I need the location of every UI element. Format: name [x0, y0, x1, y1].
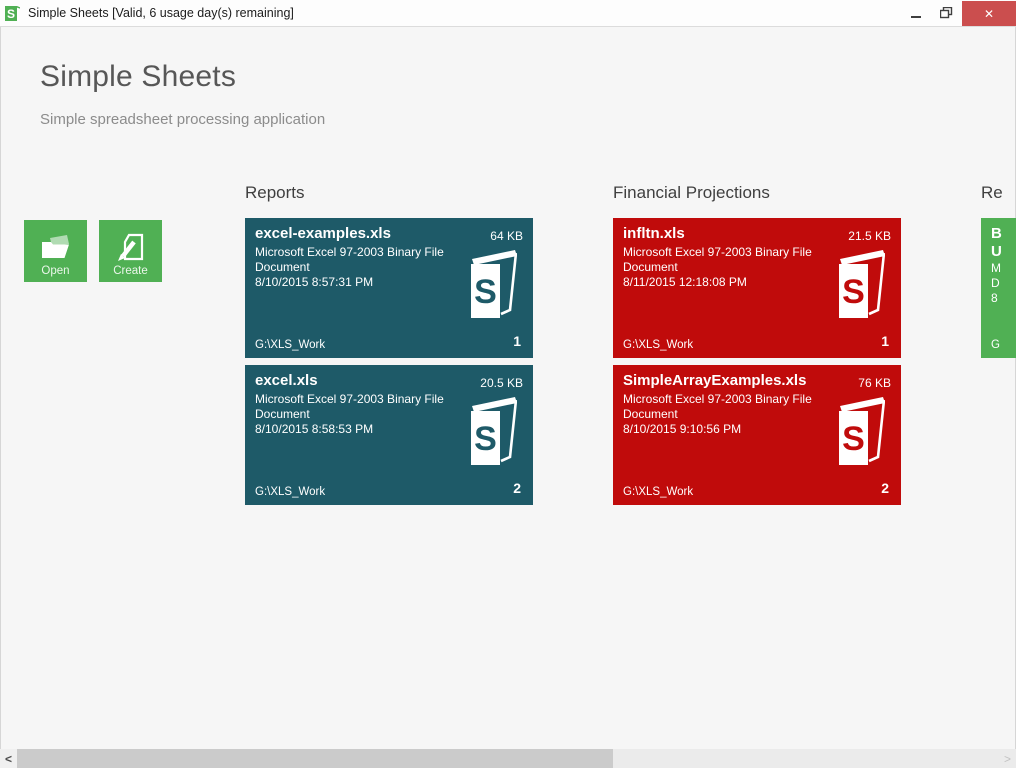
- create-document-icon: [117, 233, 143, 261]
- file-type-line1: Microsoft Excel 97-2003 Binary File: [255, 392, 444, 406]
- file-tile-excel[interactable]: excel.xls 20.5 KB Microsoft Excel 97-200…: [245, 365, 533, 505]
- create-button-label: Create: [113, 265, 148, 277]
- page-title: Simple Sheets: [40, 60, 237, 93]
- file-index: 1: [513, 333, 521, 349]
- minimize-button[interactable]: [900, 0, 931, 26]
- svg-text:S: S: [7, 7, 15, 21]
- window-controls: ✕: [900, 0, 1016, 26]
- file-name-line2: U: [991, 243, 1002, 260]
- file-modified: 8/10/2015 9:10:56 PM: [623, 422, 742, 436]
- close-button[interactable]: ✕: [962, 1, 1016, 26]
- file-type-line1: Microsoft Excel 97-2003 Binary File: [623, 245, 812, 259]
- scrollbar-thumb[interactable]: [17, 749, 613, 768]
- file-size: 21.5 KB: [848, 229, 891, 243]
- file-path: G:\XLS_Work: [255, 339, 326, 351]
- file-index: 1: [881, 333, 889, 349]
- column-header: Financial Projections: [613, 183, 770, 202]
- scroll-left-button[interactable]: <: [0, 749, 17, 768]
- page-subtitle: Simple spreadsheet processing applicatio…: [40, 111, 326, 128]
- sheet-document-icon: S: [471, 397, 517, 465]
- window-title: Simple Sheets [Valid, 6 usage day(s) rem…: [28, 6, 294, 20]
- horizontal-scrollbar[interactable]: < >: [0, 749, 1016, 768]
- file-tile-simplearrayexamples[interactable]: SimpleArrayExamples.xls 76 KB Microsoft …: [613, 365, 901, 505]
- file-tile-partial[interactable]: B U M D 8 G: [981, 218, 1016, 358]
- file-size: 20.5 KB: [480, 376, 523, 390]
- restore-icon: [940, 7, 953, 19]
- file-name-line1: B: [991, 225, 1002, 242]
- minimize-icon: [910, 16, 921, 18]
- open-button[interactable]: Open: [24, 220, 87, 282]
- file-name: excel-examples.xls: [255, 225, 391, 242]
- file-type-line1: Microsoft Excel 97-2003 Binary File: [623, 392, 812, 406]
- file-size: 76 KB: [858, 376, 891, 390]
- svg-text:S: S: [842, 273, 865, 311]
- file-path: G:\XLS_Work: [255, 486, 326, 498]
- file-modified: 8/10/2015 8:58:53 PM: [255, 422, 374, 436]
- file-type-line2: D: [991, 276, 1000, 290]
- create-button[interactable]: Create: [99, 220, 162, 282]
- file-tile-infltn[interactable]: infltn.xls 21.5 KB Microsoft Excel 97-20…: [613, 218, 901, 358]
- file-modified: 8: [991, 291, 998, 305]
- file-modified: 8/10/2015 8:57:31 PM: [255, 275, 374, 289]
- column-financial-projections: Financial Projections infltn.xls 21.5 KB…: [613, 183, 901, 512]
- file-index: 2: [881, 480, 889, 496]
- file-modified: 8/11/2015 12:18:08 PM: [623, 275, 747, 289]
- action-buttons: Open Create: [24, 220, 162, 282]
- column-header: Re: [981, 183, 1003, 202]
- file-name: infltn.xls: [623, 225, 685, 242]
- app-logo-icon: S: [5, 5, 22, 22]
- file-type-line2: Document: [255, 407, 310, 421]
- file-tile-excel-examples[interactable]: excel-examples.xls 64 KB Microsoft Excel…: [245, 218, 533, 358]
- file-path: G:\XLS_Work: [623, 486, 694, 498]
- file-path: G:\XLS_Work: [623, 339, 694, 351]
- sheet-document-icon: S: [839, 397, 885, 465]
- column-reports: Reports excel-examples.xls 64 KB Microso…: [245, 183, 533, 512]
- restore-button[interactable]: [931, 0, 962, 26]
- file-path: G: [991, 339, 1000, 351]
- file-size: 64 KB: [490, 229, 523, 243]
- svg-text:S: S: [474, 273, 497, 311]
- open-folder-icon: [41, 235, 69, 258]
- file-type-line1: Microsoft Excel 97-2003 Binary File: [255, 245, 444, 259]
- open-button-label: Open: [41, 265, 70, 277]
- file-name: SimpleArrayExamples.xls: [623, 372, 807, 389]
- column-header: Reports: [245, 183, 305, 202]
- file-type-line1: M: [991, 261, 1001, 275]
- column-partial: Re B U M D 8 G: [981, 183, 1016, 365]
- file-name: excel.xls: [255, 372, 318, 389]
- title-bar: S Simple Sheets [Valid, 6 usage day(s) r…: [0, 0, 1016, 27]
- file-type-line2: Document: [623, 260, 678, 274]
- file-index: 2: [513, 480, 521, 496]
- file-type-line2: Document: [623, 407, 678, 421]
- svg-text:S: S: [842, 420, 865, 458]
- sheet-document-icon: S: [471, 250, 517, 318]
- file-type-line2: Document: [255, 260, 310, 274]
- svg-text:S: S: [474, 420, 497, 458]
- scroll-right-button[interactable]: >: [999, 749, 1016, 768]
- sheet-document-icon: S: [839, 250, 885, 318]
